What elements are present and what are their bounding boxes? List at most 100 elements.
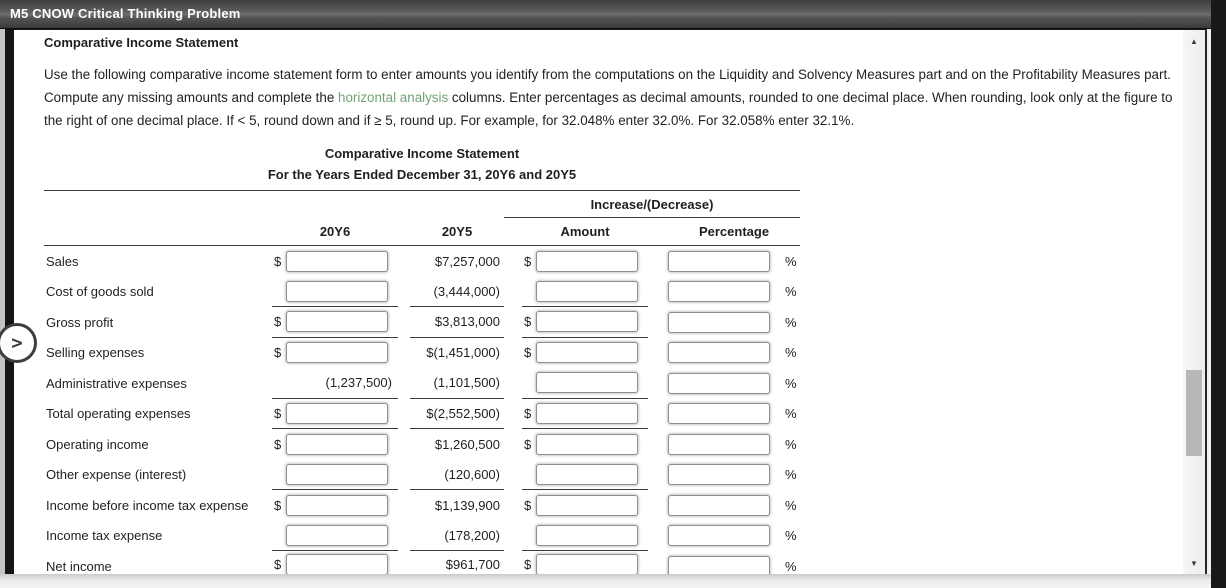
percent-sign: % [785, 558, 797, 574]
percentage-cell [668, 250, 770, 272]
dollar-sign: $ [524, 405, 532, 421]
y6-selling-expenses-input[interactable] [286, 342, 388, 364]
y6-cogs-input[interactable] [286, 280, 388, 302]
dollar-sign: $ [524, 436, 532, 452]
increase-decrease-header: Increase/(Decrease) [504, 191, 800, 218]
y6-cell [272, 277, 398, 307]
y5-value: $961,700 [410, 551, 504, 574]
amount-gross-profit-input[interactable] [536, 311, 638, 333]
pct-gross-profit-input[interactable] [668, 311, 770, 333]
page-title: Comparative Income Statement [44, 35, 239, 50]
y6-operating-income-input[interactable] [286, 433, 388, 455]
amount-sales-input[interactable] [536, 250, 638, 272]
pct-other-expense-input[interactable] [668, 464, 770, 486]
expand-panel-button[interactable]: > [0, 323, 37, 363]
column-header-amount: Amount [560, 224, 610, 239]
y5-value: $(1,451,000) [426, 345, 500, 361]
percentage-cell [668, 281, 770, 303]
y6-cell: $ [272, 307, 398, 338]
instructions-part2: columns. Enter percentages as decimal am… [44, 90, 1173, 128]
pct-total-operating-expenses-input[interactable] [668, 403, 770, 425]
y6-cell [272, 460, 398, 490]
y6-net-income-input[interactable] [286, 553, 388, 574]
amount-cell [522, 277, 648, 307]
horizontal-analysis-link[interactable]: horizontal analysis [338, 90, 449, 105]
dollar-sign: $ [524, 314, 532, 330]
dollar-sign: $ [524, 556, 532, 572]
y6-income-before-tax-input[interactable] [286, 494, 388, 516]
pct-income-before-tax-input[interactable] [668, 494, 770, 516]
dollar-sign: $ [274, 405, 282, 421]
amount-income-before-tax-input[interactable] [536, 494, 638, 516]
table-group-header-row: Increase/(Decrease) [44, 190, 800, 218]
frame-bottom-strip [0, 574, 1211, 588]
y6-gross-profit-input[interactable] [286, 311, 388, 333]
y6-income-tax-input[interactable] [286, 524, 388, 546]
amount-cell: $ [522, 399, 648, 429]
y6-sales-input[interactable] [286, 250, 388, 272]
amount-cell [522, 521, 648, 551]
percent-sign: % [785, 253, 797, 269]
amount-net-income-input[interactable] [536, 553, 638, 574]
scroll-down-icon[interactable]: ▼ [1190, 558, 1198, 568]
pct-cogs-input[interactable] [668, 281, 770, 303]
vertical-scrollbar[interactable]: ▲ ▼ [1183, 30, 1205, 574]
table-row: Income tax expense (178,200) % [44, 521, 800, 551]
percentage-cell [668, 525, 770, 547]
y5-value: (120,600) [410, 460, 504, 490]
pct-selling-expenses-input[interactable] [668, 342, 770, 364]
y6-other-expense-input[interactable] [286, 463, 388, 485]
row-label: Other expense (interest) [46, 467, 187, 483]
y6-cell [272, 521, 398, 551]
dollar-sign: $ [524, 497, 532, 513]
scrollbar-thumb[interactable] [1186, 370, 1202, 456]
y6-total-operating-expenses-input[interactable] [286, 402, 388, 424]
table-row: Selling expenses $ $(1,451,000) $ % [44, 338, 800, 369]
frame-left-border [5, 29, 14, 577]
y5-value: $(2,552,500) [410, 399, 504, 429]
y5-value: (1,101,500) [410, 368, 504, 399]
y5-value: (178,200) [410, 521, 504, 551]
scroll-up-icon[interactable]: ▲ [1190, 36, 1198, 46]
percentage-cell [668, 342, 770, 364]
percentage-cell [668, 433, 770, 455]
statement-subtitle: For the Years Ended December 31, 20Y6 an… [267, 167, 577, 182]
frame-left-strip [0, 29, 5, 588]
table-row: Sales $ $7,257,000 $ % [44, 246, 800, 277]
percentage-cell [668, 403, 770, 425]
amount-cell: $ [522, 490, 648, 521]
amount-other-expense-input[interactable] [536, 463, 638, 485]
amount-operating-income-input[interactable] [536, 433, 638, 455]
percent-sign: % [785, 406, 797, 422]
amount-selling-expenses-input[interactable] [536, 342, 638, 364]
frame-right-strip [1207, 29, 1211, 588]
amount-cell: $ [522, 551, 648, 574]
amount-admin-expenses-input[interactable] [536, 372, 638, 394]
row-label: Sales [46, 253, 79, 269]
y5-value: (3,444,000) [410, 277, 504, 307]
amount-total-operating-expenses-input[interactable] [536, 402, 638, 424]
dollar-sign: $ [524, 345, 532, 361]
pct-income-tax-input[interactable] [668, 525, 770, 547]
pct-admin-expenses-input[interactable] [668, 372, 770, 394]
dollar-sign: $ [524, 253, 532, 269]
y5-value: $7,257,000 [434, 253, 500, 269]
percent-sign: % [785, 314, 797, 330]
pct-net-income-input[interactable] [668, 555, 770, 574]
row-label: Total operating expenses [46, 406, 191, 422]
y6-value: (1,237,500) [272, 368, 398, 399]
pct-sales-input[interactable] [668, 250, 770, 272]
window-title: M5 CNOW Critical Thinking Problem [10, 6, 241, 21]
column-header-20y6: 20Y6 [319, 224, 351, 239]
percent-sign: % [785, 467, 797, 483]
row-label: Income before income tax expense [46, 497, 249, 513]
comparative-income-statement-table: Comparative Income Statement For the Yea… [44, 143, 800, 574]
amount-cogs-input[interactable] [536, 280, 638, 302]
amount-cell: $ [522, 429, 648, 460]
y6-cell: $ [272, 246, 398, 277]
row-label: Income tax expense [46, 528, 163, 544]
column-header-20y5: 20Y5 [441, 224, 473, 239]
dollar-sign: $ [274, 436, 282, 452]
amount-income-tax-input[interactable] [536, 524, 638, 546]
pct-operating-income-input[interactable] [668, 433, 770, 455]
